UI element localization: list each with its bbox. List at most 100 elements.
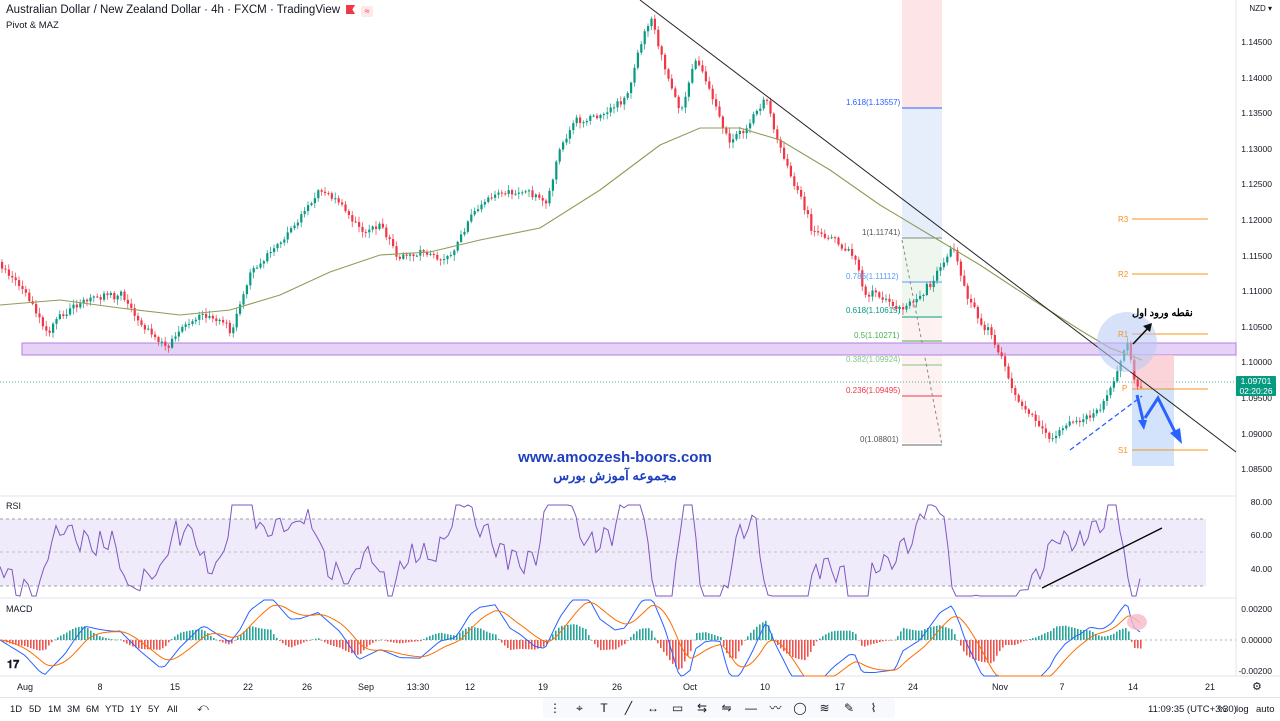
auto-toggle[interactable]: auto: [1256, 704, 1275, 715]
macd-histogram-bar: [291, 640, 293, 648]
macd-histogram-bar: [462, 630, 464, 640]
candle-body: [341, 202, 344, 205]
macd-histogram-bar: [1002, 640, 1004, 648]
symbol-title[interactable]: Australian Dollar / New Zealand Dollar ·…: [6, 4, 374, 17]
line-icon[interactable]: ╱: [624, 701, 633, 715]
timeframe-button-6m[interactable]: 6M: [86, 704, 100, 715]
candle-body: [303, 211, 306, 215]
descending-trendline[interactable]: [639, 0, 1237, 453]
timeframe-button-all[interactable]: All: [167, 704, 178, 715]
date-range-icon[interactable]: ⤺: [197, 702, 209, 714]
candle-body: [521, 192, 524, 194]
macd-histogram-bar: [171, 639, 173, 640]
percent-toggle[interactable]: %: [1218, 704, 1227, 715]
rsi-pane-label[interactable]: RSI: [6, 501, 22, 511]
macd-axis-high: 0.00200: [1241, 604, 1272, 614]
bearish-projection-arrows: [1135, 394, 1182, 444]
compare-icon[interactable]: ⋮: [549, 701, 561, 715]
indicator-label[interactable]: Pivot & MAZ: [6, 20, 59, 31]
macd-histogram-bar: [240, 634, 242, 640]
candle-body: [647, 26, 650, 32]
price-axis-label: 1.14000: [1241, 72, 1272, 83]
candle-body: [874, 290, 877, 293]
candle-body: [766, 99, 769, 101]
rsi-axis-60: 60.00: [1250, 530, 1272, 540]
macd-histogram-bar: [849, 630, 851, 640]
arrows-icon[interactable]: ⇆: [696, 701, 708, 715]
measure-icon[interactable]: ↔: [647, 701, 659, 715]
macd-histogram-bar: [258, 627, 260, 640]
candle-body: [1082, 419, 1085, 423]
macd-histogram-bar: [690, 640, 692, 652]
brush-icon[interactable]: ✎: [843, 701, 855, 715]
candle-body: [375, 226, 378, 229]
log-toggle[interactable]: log: [1236, 704, 1249, 715]
candle-body: [976, 307, 979, 319]
candle-body: [106, 293, 109, 296]
timeframe-button-1m[interactable]: 1M: [48, 704, 62, 715]
candle-body: [256, 267, 259, 269]
candle-body: [1041, 426, 1044, 429]
parallel-icon[interactable]: ≋: [819, 701, 830, 715]
ascending-trendline[interactable]: [1069, 395, 1143, 451]
hline-icon[interactable]: —: [745, 701, 757, 715]
pattern-icon[interactable]: ⇋: [721, 701, 732, 715]
macd-histogram-bar: [636, 631, 638, 640]
candle-body: [575, 117, 578, 124]
macd-histogram-bar: [1107, 635, 1109, 640]
macd-histogram-bar: [393, 640, 395, 643]
macd-histogram-bar: [435, 633, 437, 640]
candle-body: [490, 197, 493, 199]
entry-point-note[interactable]: نقطه ورود اول: [1132, 308, 1193, 319]
candle-body: [861, 270, 864, 287]
macd-histogram-bar: [1032, 638, 1034, 640]
candle-body: [776, 129, 779, 140]
macd-histogram-bar: [141, 640, 143, 649]
pin-icon[interactable]: ⌖: [576, 701, 583, 715]
candle-body: [154, 334, 157, 338]
candle-body: [932, 280, 935, 288]
candle-body: [959, 261, 962, 276]
cursor-icon[interactable]: ⌇: [870, 701, 877, 715]
candle-body: [398, 256, 401, 259]
candle-body: [803, 196, 806, 211]
timeframe-button-5y[interactable]: 5Y: [148, 704, 160, 715]
rsi-trendline[interactable]: [1041, 527, 1163, 589]
tradingview-logo-icon[interactable]: 𝟏𝟕: [7, 659, 20, 671]
macd-pane-label[interactable]: MACD: [6, 604, 33, 614]
candle-body: [225, 322, 228, 324]
path-icon[interactable]: 〰: [769, 701, 782, 715]
ellipse-icon[interactable]: ◯: [793, 701, 807, 715]
flag-icon[interactable]: [346, 5, 356, 14]
macd-histogram: [0, 620, 1142, 670]
macd-histogram-bar: [486, 631, 488, 640]
macd-histogram-bar: [543, 640, 545, 647]
currency-selector[interactable]: NZD ▾: [1249, 4, 1272, 13]
candle-body: [296, 222, 299, 226]
candle-body: [239, 304, 242, 314]
text-icon[interactable]: T: [600, 701, 608, 715]
timeframe-button-ytd[interactable]: YTD: [105, 704, 124, 715]
timeframe-button-5d[interactable]: 5D: [29, 704, 42, 715]
settings-gear-icon[interactable]: ⚙: [1252, 681, 1262, 693]
macd-histogram-bar: [165, 640, 167, 647]
macd-histogram-bar: [498, 638, 500, 640]
support-resistance-zone[interactable]: [21, 342, 1237, 356]
candle-body: [585, 120, 588, 123]
rect-icon[interactable]: ▭: [671, 701, 684, 715]
timeframe-button-1d[interactable]: 1D: [10, 704, 23, 715]
clock-label[interactable]: 11:09:35 (UTC+3:30): [1148, 704, 1237, 715]
timeframe-button-3m[interactable]: 3M: [67, 704, 81, 715]
macd-histogram-bar: [816, 640, 818, 642]
macd-histogram-bar: [840, 630, 842, 640]
pivot-p-label: P: [1122, 384, 1128, 393]
candle-body: [245, 285, 248, 295]
wave-icon[interactable]: ≈: [361, 6, 374, 17]
candle-body: [963, 275, 966, 286]
macd-histogram-bar: [789, 640, 791, 656]
macd-histogram-bar: [1044, 633, 1046, 640]
timeframe-button-1y[interactable]: 1Y: [130, 704, 142, 715]
price-axis-label: 1.12500: [1241, 179, 1272, 190]
candle-body: [14, 277, 17, 281]
